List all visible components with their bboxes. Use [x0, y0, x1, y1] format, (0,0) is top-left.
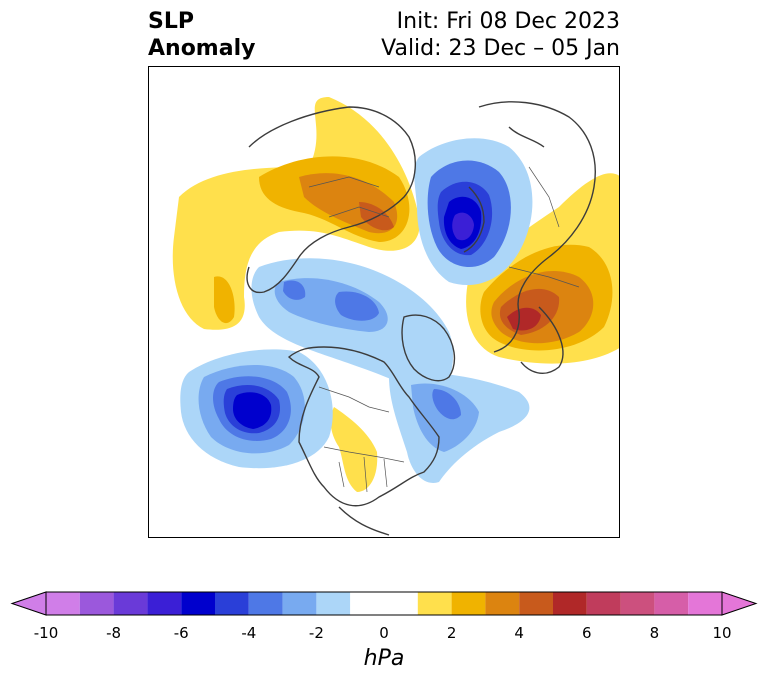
colorbar-bin — [451, 592, 486, 615]
colorbar-bin — [620, 592, 655, 615]
colorbar-tick-label: 2 — [446, 624, 457, 642]
colorbar — [10, 591, 758, 616]
colorbar-bin — [46, 592, 80, 615]
colorbar-bin — [688, 592, 722, 615]
colorbar-bin — [248, 592, 283, 615]
colorbar-tick-label: -8 — [106, 624, 122, 642]
coastlines — [246, 101, 596, 536]
colorbar-bin — [215, 592, 249, 615]
colorbar-bin — [79, 592, 114, 615]
colorbar-tick-label: 6 — [582, 624, 592, 642]
anomaly-gulf-of-alaska — [180, 349, 333, 469]
map-canvas — [172, 97, 619, 536]
chart-title: SLP Anomaly — [148, 8, 255, 62]
title-line-1: SLP — [148, 9, 194, 34]
colorbar-bin — [654, 592, 689, 615]
colorbar-bin — [417, 592, 452, 615]
colorbar-tick-label: -10 — [33, 624, 59, 642]
colorbar-bin — [485, 592, 520, 615]
colorbar-bin — [350, 592, 418, 615]
colorbar-units: hPa — [363, 646, 405, 671]
colorbar-bin — [553, 592, 587, 615]
colorbar-tick-label: 8 — [649, 624, 660, 642]
colorbar-bin — [282, 592, 317, 615]
anomaly-central-us — [330, 407, 378, 492]
anomaly-western-atlantic — [389, 372, 530, 483]
colorbar-bin — [519, 592, 553, 615]
political-borders — [308, 166, 580, 493]
forecast-dates: Init: Fri 08 Dec 2023 Valid: 23 Dec – 05… — [381, 8, 620, 62]
colorbar-bin — [586, 592, 621, 615]
title-line-2: Anomaly — [148, 36, 256, 61]
slp-anomaly-map — [148, 66, 620, 538]
colorbar-bin — [113, 592, 148, 615]
colorbar-tick-label: -2 — [308, 624, 324, 642]
anomaly-siberia — [172, 97, 420, 330]
colorbar-bin — [181, 592, 215, 615]
colorbar-tick-label: 0 — [379, 624, 389, 642]
colorbar-over-arrow — [721, 591, 758, 616]
colorbar-tick-label: -4 — [241, 624, 257, 642]
colorbar-tick-label: -6 — [173, 624, 189, 642]
colorbar-tick-label: 10 — [712, 624, 732, 642]
colorbar-bin — [316, 592, 351, 615]
init-date: Init: Fri 08 Dec 2023 — [396, 9, 620, 34]
colorbar-bin — [147, 592, 182, 615]
colorbar-outline — [45, 591, 723, 616]
colorbar-bins — [46, 592, 722, 615]
anomaly-arctic-greenland — [251, 258, 454, 397]
valid-period: Valid: 23 Dec – 05 Jan — [381, 36, 620, 61]
colorbar-under-arrow — [10, 591, 47, 616]
colorbar-tick-label: 4 — [514, 624, 524, 642]
anomaly-eastern-europe — [466, 173, 619, 364]
